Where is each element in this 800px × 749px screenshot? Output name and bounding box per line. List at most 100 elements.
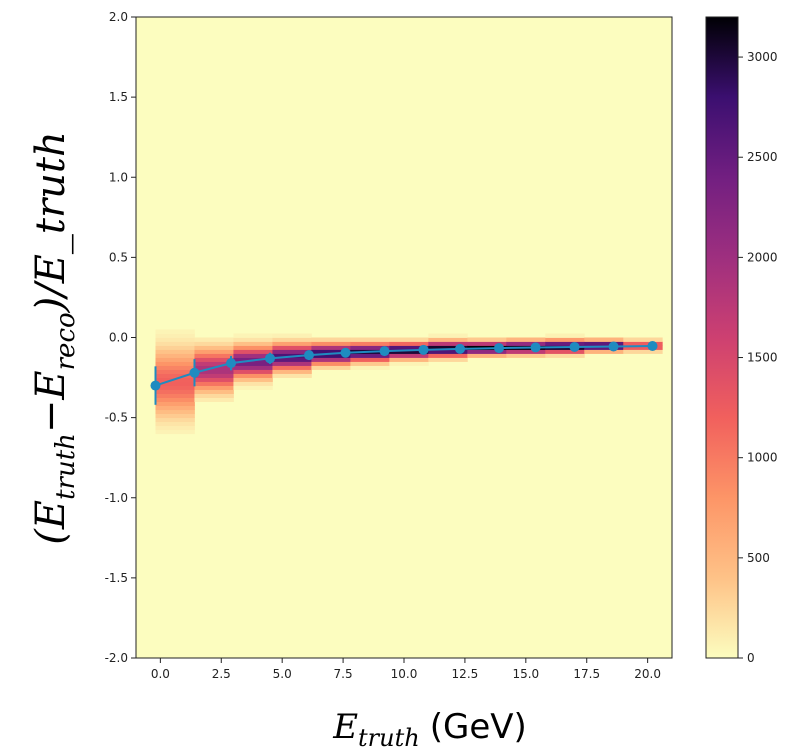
heatmap-cell <box>194 381 234 386</box>
heatmap-cell <box>155 417 195 423</box>
heatmap-cell <box>545 341 585 346</box>
heatmap-cell <box>623 341 663 346</box>
heatmap-cell <box>350 345 390 350</box>
heatmap-cell <box>428 333 468 338</box>
heatmap-cell <box>233 341 273 346</box>
heatmap-cell <box>155 393 195 398</box>
heatmap-cell <box>389 353 429 358</box>
heatmap-cell <box>155 425 195 431</box>
heatmap-cell <box>155 409 195 415</box>
heatmap-cell <box>623 337 663 342</box>
heatmap-cell <box>506 341 546 346</box>
heatmap-cell <box>506 349 546 354</box>
heatmap-cell <box>506 337 546 342</box>
heatmap-cell <box>233 381 273 386</box>
heatmap-cell <box>311 353 351 358</box>
heatmap-cell <box>233 385 273 390</box>
heatmap-cell <box>428 341 468 346</box>
heatmap-cell <box>155 373 195 378</box>
y-tick-label: -0.5 <box>105 411 128 425</box>
x-tick-label: 12.5 <box>452 667 479 681</box>
heatmap-cell <box>155 381 195 386</box>
heatmap-cell <box>155 333 195 338</box>
y-tick-label: 0.5 <box>109 250 128 264</box>
heatmap-cell <box>389 357 429 362</box>
heatmap-cell <box>545 337 585 342</box>
heatmap-cell <box>584 345 624 350</box>
heatmap-cell <box>272 361 312 366</box>
heatmap-cell <box>233 333 273 338</box>
y-tick-label: -1.0 <box>105 491 128 505</box>
x-label-unit: (GeV) <box>430 707 527 747</box>
heatmap-cell <box>194 393 234 398</box>
x-tick-label: 0.0 <box>151 667 170 681</box>
heatmap-cell <box>233 337 273 342</box>
heatmap-cell <box>506 353 546 358</box>
y-tick-label: 2.0 <box>109 10 128 24</box>
data-point <box>189 367 200 378</box>
y-axis: 2.0 1.5 1.0 0.5 0.0 -0.5 -1.0 -1.5 -2.0 <box>105 10 136 665</box>
heatmap-cell <box>194 377 234 382</box>
heatmap-cell <box>155 429 195 435</box>
x-axis-label: Etruth (GeV) <box>332 707 527 749</box>
heatmap-cell <box>233 369 273 374</box>
y-label-rest: )/E_truth <box>28 131 74 313</box>
heatmap-cell <box>545 333 585 338</box>
heatmap-cell <box>155 353 195 358</box>
data-point <box>418 344 429 355</box>
colorbar <box>705 16 739 659</box>
data-point <box>303 350 314 361</box>
y-axis-label: (Etruth−Ereco)/E_truth <box>28 131 81 544</box>
heatmap-cell <box>194 361 234 366</box>
heatmap-cell <box>233 377 273 382</box>
heatmap-cell <box>350 337 390 342</box>
heatmap-cell <box>428 357 468 362</box>
heatmap-cell <box>155 413 195 419</box>
heatmap-cell <box>194 349 234 354</box>
heatmap-cell <box>467 337 507 342</box>
profile-series <box>150 340 658 405</box>
y-label-open: ( <box>28 528 74 545</box>
heatmap-cell <box>194 357 234 362</box>
heatmap-cell <box>545 349 585 354</box>
heatmap-cell <box>194 369 234 374</box>
data-point <box>530 342 541 353</box>
colorbar-tick-label: 2000 <box>747 250 778 264</box>
heatmap-cell <box>350 361 390 366</box>
heatmap-cell <box>155 361 195 366</box>
data-point <box>265 353 275 364</box>
heatmap-cell <box>467 353 507 358</box>
heatmap-cell <box>584 341 624 346</box>
y-label-e1: E <box>28 500 74 530</box>
heatmap-cell <box>194 345 234 350</box>
heatmap-cell <box>272 337 312 342</box>
x-axis: 0.0 2.5 5.0 7.5 10.0 12.5 15.0 17.5 20.0 <box>151 658 661 681</box>
heatmap-cell <box>155 405 195 411</box>
heatmap-cell <box>194 353 234 358</box>
heatmap-cell <box>389 349 429 354</box>
heatmap-cell <box>311 365 351 370</box>
heatmap-cell <box>623 345 663 350</box>
x-tick-label: 5.0 <box>273 667 292 681</box>
data-point <box>494 343 505 354</box>
heatmap-cell <box>272 333 312 338</box>
heatmap-cell <box>584 349 624 354</box>
heatmap-cell <box>155 401 195 407</box>
heatmap-cell <box>194 373 234 378</box>
heatmap-cell <box>233 349 273 354</box>
heatmap-cell <box>272 345 312 350</box>
x-tick-label: 10.0 <box>391 667 418 681</box>
heatmap-cell <box>155 385 195 390</box>
heatmap-cell <box>155 345 195 350</box>
heatmap-cell <box>233 353 273 358</box>
data-point <box>608 341 619 352</box>
heatmap-cell <box>155 337 195 342</box>
y-tick-label: 1.0 <box>109 170 128 184</box>
heatmap-cell <box>155 365 195 370</box>
heatmap-cell <box>389 345 429 350</box>
y-label-sub2: reco <box>51 312 81 370</box>
colorbar-tick-label: 500 <box>747 551 770 565</box>
heatmap-cell <box>545 353 585 358</box>
heatmap-cell <box>350 353 390 358</box>
heatmap-cell <box>311 357 351 362</box>
